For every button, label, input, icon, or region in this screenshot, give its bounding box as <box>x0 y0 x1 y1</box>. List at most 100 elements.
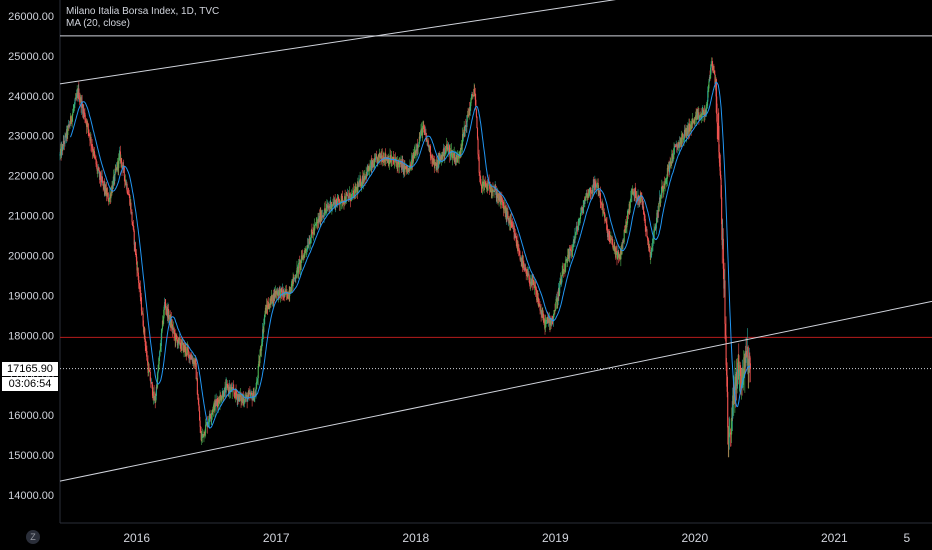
candle-body <box>712 66 714 68</box>
candle-body <box>614 246 616 249</box>
candle-body <box>175 334 177 342</box>
trend-line[interactable] <box>59 0 639 85</box>
candle-body <box>434 162 436 166</box>
candle-body <box>301 256 304 260</box>
candle-body <box>136 260 138 271</box>
candle-body <box>119 151 121 162</box>
candle-body <box>455 154 458 160</box>
candle-body <box>274 291 276 297</box>
candle-body <box>731 417 733 435</box>
candle-body <box>250 392 252 395</box>
candle-body <box>654 228 656 230</box>
candle-body <box>329 206 331 208</box>
candle-body <box>622 240 624 243</box>
candle-body <box>463 132 465 137</box>
candle-body <box>254 394 256 397</box>
candle-body <box>326 205 329 207</box>
candle-body <box>89 137 92 141</box>
candle-body <box>343 203 345 204</box>
candle-body <box>113 175 115 182</box>
candle-body <box>445 144 448 150</box>
candle-body <box>713 65 715 71</box>
candle-body <box>153 391 155 401</box>
candle-body <box>521 256 523 262</box>
candle-body <box>333 201 335 205</box>
time-axis[interactable]: 2016 2017 2018 2019 2020 2021 5 <box>123 531 910 545</box>
candle-body <box>197 394 199 400</box>
candle-body <box>720 170 722 179</box>
candle-body <box>76 92 78 95</box>
zoom-button[interactable]: Z <box>26 530 40 544</box>
legend-title: Milano Italia Borsa Index, 1D, TVC <box>66 6 220 17</box>
candle-body <box>472 95 474 97</box>
candle-body <box>625 221 627 233</box>
candle-body <box>335 200 337 208</box>
candle-body <box>422 125 424 136</box>
trend-line[interactable] <box>59 300 932 482</box>
candle-body <box>316 221 318 223</box>
candle-body <box>721 197 723 225</box>
candle-body <box>246 394 248 396</box>
candle-body <box>651 246 653 250</box>
candle-body <box>263 323 265 333</box>
candle-body <box>431 155 433 160</box>
candle-body <box>588 193 590 198</box>
candle-body <box>445 149 447 151</box>
candle-body <box>373 164 375 168</box>
candle-body <box>77 92 79 97</box>
candle-body <box>361 183 363 187</box>
candle-body <box>656 212 658 224</box>
candle-body <box>588 191 590 194</box>
candle-body <box>164 302 166 306</box>
candle-body <box>550 318 552 326</box>
candle-body <box>612 238 614 246</box>
price-axis[interactable]: 14000.0015000.0016000.0017000.0018000.00… <box>8 11 54 502</box>
candle-body <box>622 242 624 244</box>
candle-body <box>482 181 484 183</box>
candle-body <box>301 255 303 257</box>
candle-body <box>639 197 641 201</box>
candle-body <box>298 262 300 273</box>
candle-body <box>526 272 528 276</box>
candle-body <box>655 227 657 229</box>
candle-body <box>135 253 138 261</box>
candle-body <box>383 160 386 162</box>
candle-body <box>605 219 607 222</box>
candle-body <box>336 200 338 206</box>
candle-body <box>386 158 388 161</box>
legend-indicator[interactable]: MA (20, close) <box>66 18 130 29</box>
candle-body <box>561 271 563 277</box>
candle-body <box>115 169 117 170</box>
candle-body <box>530 281 532 285</box>
candle-body <box>397 159 399 168</box>
candle-body <box>377 154 379 157</box>
candle-body <box>306 249 308 251</box>
candle-body <box>363 178 365 181</box>
candle-body <box>617 251 619 253</box>
candle-body <box>627 210 629 212</box>
candle-body <box>696 113 698 115</box>
candle-body <box>225 384 227 393</box>
candle-body <box>109 194 111 199</box>
candle-body <box>644 214 646 219</box>
candle-body <box>320 216 322 221</box>
candle-body <box>574 233 577 236</box>
candle-body <box>91 146 93 149</box>
trend-lines[interactable] <box>59 0 932 482</box>
candle-body <box>316 221 319 224</box>
candle-body <box>598 190 600 196</box>
price-tick-label: 15000.00 <box>8 450 54 462</box>
candle-body <box>315 223 317 225</box>
candle-body <box>730 433 732 435</box>
candle-body <box>266 305 268 314</box>
candle-body <box>481 185 483 189</box>
candle-body <box>613 246 615 248</box>
candle-body <box>572 241 574 247</box>
candle-body <box>629 204 631 208</box>
candle-body <box>739 365 742 377</box>
candle-body <box>374 158 376 161</box>
candle-body <box>314 224 316 226</box>
candle-body <box>553 310 556 314</box>
candle-body <box>714 74 716 85</box>
